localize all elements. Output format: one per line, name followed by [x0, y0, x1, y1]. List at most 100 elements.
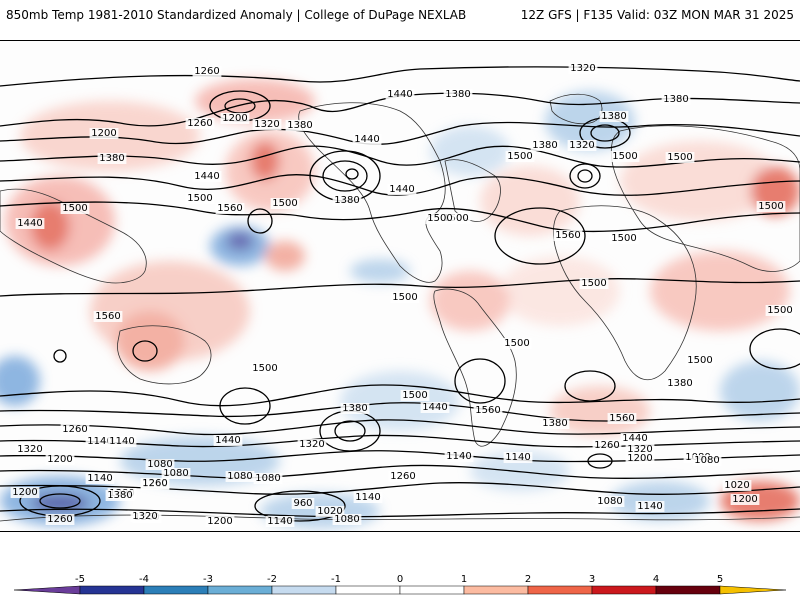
contour-label-bg	[291, 498, 315, 509]
contour-label-bg	[579, 278, 609, 289]
contour-label-bg	[443, 89, 473, 100]
contour-label: 1500	[758, 201, 783, 212]
contour-label: 1200	[207, 516, 232, 527]
contour-label: 1380	[99, 153, 124, 164]
colorbar-tick-label: 3	[589, 574, 595, 585]
contour-label: 1500	[443, 213, 468, 224]
contour-label: 1140	[267, 516, 292, 527]
colorbar-swatch	[527, 585, 593, 595]
contour-label-bg	[220, 113, 250, 124]
contour-label: 1500	[612, 151, 637, 162]
contour-label-bg	[441, 213, 471, 224]
contour-label-bg	[105, 490, 135, 501]
contour-label: 1500	[187, 193, 212, 204]
contour-label: 1080	[255, 473, 280, 484]
contour-label-bg	[89, 128, 119, 139]
contour-label-bg	[315, 506, 345, 517]
contour-label: 1320	[569, 140, 594, 151]
contour-label: 1500	[581, 278, 606, 289]
contour-label: 1380	[334, 195, 359, 206]
colorbar-swatch	[591, 585, 657, 595]
contour-label-bg	[665, 378, 695, 389]
contour-label: 1260	[187, 118, 212, 129]
contour-label-bg	[530, 140, 560, 151]
anomaly-colorbar: -5 -4 -3 -2 -1 0 1 2 3 4 5	[0, 570, 800, 600]
contour-label-bg	[352, 134, 382, 145]
contour-label-bg	[45, 454, 75, 465]
contour-label: 1500	[402, 390, 427, 401]
contour-label: 1080	[163, 468, 188, 479]
contour-label: 1200	[222, 113, 247, 124]
contour-label: 1140	[109, 436, 134, 447]
contour-label: 1320	[132, 511, 157, 522]
contour-label-bg	[140, 478, 170, 489]
colorbar-tick-label: -2	[267, 574, 277, 585]
contour-label-bg	[15, 218, 45, 229]
contour-label: 1020	[724, 480, 749, 491]
contour-label-bg	[161, 468, 191, 479]
contour-label: 1380	[532, 140, 557, 151]
colorbar-min-extend	[13, 585, 81, 595]
contour-label-bg	[722, 480, 752, 491]
contour-label-bg	[332, 195, 362, 206]
contour-label: 1320	[17, 444, 42, 455]
contour-label: 1320	[627, 444, 652, 455]
contour-label: 1260	[194, 66, 219, 77]
map-canvas: 1260 1320 1440 1380 1200 1260 1200 1320 1380 1380…	[0, 63, 800, 529]
contour-label-bg	[93, 311, 123, 322]
contour-label: 1140	[446, 451, 471, 462]
contour-label-bg	[388, 471, 418, 482]
contour-label-bg	[270, 198, 300, 209]
colorbar-canvas: -5 -4 -3 -2 -1 0 1 2 3 4 5	[13, 574, 787, 595]
contour-label: 1140	[637, 501, 662, 512]
contour-label: 1500	[272, 198, 297, 209]
contour-label-bg	[607, 413, 637, 424]
contour-label-bg	[265, 516, 295, 527]
contour-label-bg	[685, 355, 715, 366]
contour-label: 1320	[570, 63, 595, 74]
contour-label: 1440	[215, 435, 240, 446]
contour-label-bg	[625, 444, 655, 455]
contour-label: 1080	[694, 455, 719, 466]
colorbar-tick-label: -5	[75, 574, 85, 585]
contour-label-bg	[185, 193, 215, 204]
contour-label: 1440	[389, 184, 414, 195]
contour-label: 1320	[299, 439, 324, 450]
contour-label-bg	[85, 436, 115, 447]
contour-label-bg	[225, 471, 255, 482]
anomaly-fill-layer	[0, 79, 800, 529]
contour-label: 1380	[445, 89, 470, 100]
contour-label-bg	[620, 433, 650, 444]
contour-label: 1260	[594, 440, 619, 451]
contour-label: 1020	[317, 506, 342, 517]
contour-label-bg	[756, 201, 786, 212]
contour-label-bg	[297, 439, 327, 450]
contour-label-bg	[567, 140, 597, 151]
colorbar-swatch	[207, 585, 273, 595]
colorbar-swatch	[79, 585, 145, 595]
contour-label-bg	[503, 452, 533, 463]
contour-label: 1500	[767, 305, 792, 316]
world-anomaly-map: 1260 1320 1440 1380 1200 1260 1200 1320 1380 1380…	[0, 40, 800, 532]
contour-label-bg	[10, 487, 40, 498]
contour-label: 1440	[17, 218, 42, 229]
contour-labels: 1260 1320 1440 1380 1200 1260 1200 1320 1380 1380…	[10, 63, 795, 527]
colorbar-swatch	[463, 585, 529, 595]
contour-label: 1380	[663, 94, 688, 105]
contour-label: 1440	[422, 402, 447, 413]
contour-label: 1380	[287, 120, 312, 131]
contour-label-bg	[353, 492, 383, 503]
contour-label-bg	[45, 514, 75, 525]
contour-label-bg	[213, 435, 243, 446]
contour-label-bg	[540, 418, 570, 429]
contour-label-bg	[610, 151, 640, 162]
contour-label-bg	[340, 403, 370, 414]
contour-label-bg	[385, 89, 415, 100]
contour-label: 1260	[47, 514, 72, 525]
contour-label-bg	[252, 119, 282, 130]
contour-label: 1440	[194, 171, 219, 182]
contour-label: 1500	[252, 363, 277, 374]
colorbar-tick-label: -1	[331, 574, 341, 585]
colorbar-tick-label: 4	[653, 574, 659, 585]
contour-label-bg	[387, 184, 417, 195]
